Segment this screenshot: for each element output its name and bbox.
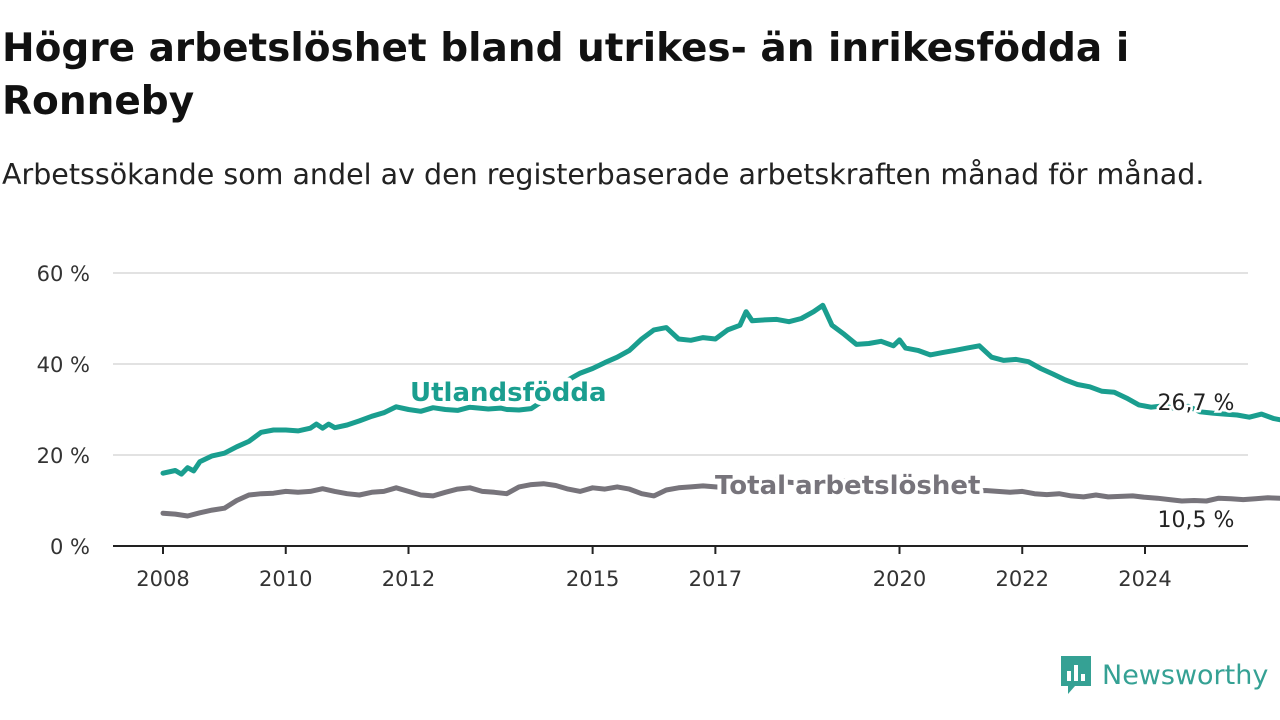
x-tick-label: 2022 — [996, 567, 1049, 591]
x-tick-label: 2008 — [136, 567, 189, 591]
brand: Newsworthy — [1058, 654, 1268, 696]
series-line-0 — [160, 302, 1280, 477]
x-tick-label: 2015 — [566, 567, 619, 591]
series-labels: Utlandsfödda Total arbetslöshet 26,7 % 10,5… — [406, 374, 1237, 536]
chart-title: Högre arbetslöshet bland utrikes- än inr… — [2, 26, 1130, 124]
brand-name: Newsworthy — [1102, 659, 1269, 691]
series-lines — [160, 302, 1280, 519]
y-tick-label: 20 % — [37, 444, 90, 468]
y-tick-label: 0 % — [50, 535, 90, 559]
series-name-label-1: Total arbetslöshet — [715, 471, 980, 501]
series-end-label-1: 10,5 % — [1158, 508, 1235, 533]
x-tick-label: 2010 — [259, 567, 312, 591]
y-tick-label: 40 % — [37, 353, 90, 377]
series-end-label-0: 26,7 % — [1158, 391, 1235, 416]
x-tick-label: 2017 — [689, 567, 742, 591]
x-tick-label: 2012 — [382, 567, 435, 591]
chart-subtitle: Arbetssökande som andel av den registerb… — [2, 158, 1205, 191]
series-line-1 — [160, 477, 1280, 519]
y-tick-label: 60 % — [37, 262, 90, 286]
newsworthy-logo-icon — [1061, 656, 1091, 694]
x-tick-label: 2024 — [1118, 567, 1171, 591]
series-name-label-0: Utlandsfödda — [410, 378, 607, 408]
y-axis: 0 % 20 % 40 % 60 % — [37, 262, 90, 559]
x-tick-label: 2020 — [873, 567, 926, 591]
grid-lines — [113, 272, 1248, 456]
x-axis: 2008 2010 2012 2015 2017 2020 2022 2024 — [113, 545, 1248, 591]
